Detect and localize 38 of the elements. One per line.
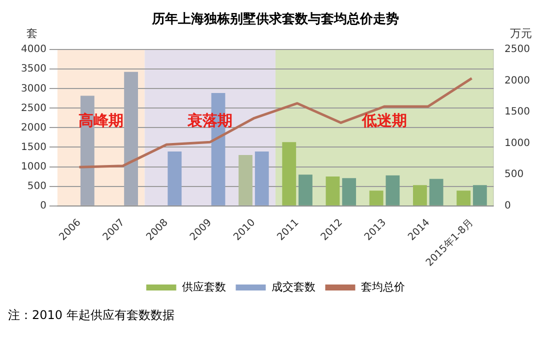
bar bbox=[326, 176, 340, 206]
legend-label: 成交套数 bbox=[271, 280, 316, 294]
text: 注：2010 年起供应有套数数据 bbox=[8, 307, 176, 324]
y2-tick-label: 0 bbox=[504, 200, 511, 212]
legend-label: 套均总价 bbox=[360, 280, 405, 294]
bar bbox=[238, 155, 252, 206]
bar bbox=[342, 178, 356, 206]
bar bbox=[168, 152, 182, 206]
y-tick-label: 0 bbox=[40, 200, 46, 212]
y2-tick-label: 1000 bbox=[504, 138, 530, 149]
bar bbox=[472, 185, 487, 206]
bar bbox=[298, 174, 312, 206]
y2-tick-label: 2500 bbox=[504, 44, 530, 56]
y-tick-label: 3000 bbox=[20, 83, 46, 94]
y-tick-label: 4000 bbox=[20, 44, 46, 56]
bar bbox=[429, 178, 444, 206]
legend-label: 供应套数 bbox=[182, 280, 226, 294]
bar bbox=[413, 185, 427, 206]
y-tick-label: 1000 bbox=[20, 161, 46, 172]
band-label: 衰落期 bbox=[186, 112, 233, 130]
y-tick-label: 3500 bbox=[20, 64, 46, 75]
bar bbox=[124, 72, 138, 206]
bar bbox=[386, 175, 400, 206]
y2-axis-title: 万元 bbox=[510, 26, 532, 40]
y2-tick-label: 1500 bbox=[504, 106, 530, 118]
y-tick-label: 2000 bbox=[20, 122, 46, 134]
y-axis-title: 套 bbox=[26, 26, 38, 40]
y-tick-label: 500 bbox=[27, 180, 46, 192]
chart-title: 历年上海独栋别墅供求套数与套均总价走势 bbox=[151, 11, 399, 28]
band-label: 低迷期 bbox=[361, 112, 408, 130]
bar bbox=[254, 152, 269, 206]
bar bbox=[456, 190, 471, 206]
y-tick-label: 2500 bbox=[20, 102, 46, 114]
bar bbox=[282, 142, 296, 206]
bar bbox=[369, 190, 384, 206]
y-tick-label: 1500 bbox=[20, 142, 46, 153]
y2-tick-label: 500 bbox=[504, 169, 524, 180]
y2-tick-label: 2000 bbox=[504, 75, 530, 86]
